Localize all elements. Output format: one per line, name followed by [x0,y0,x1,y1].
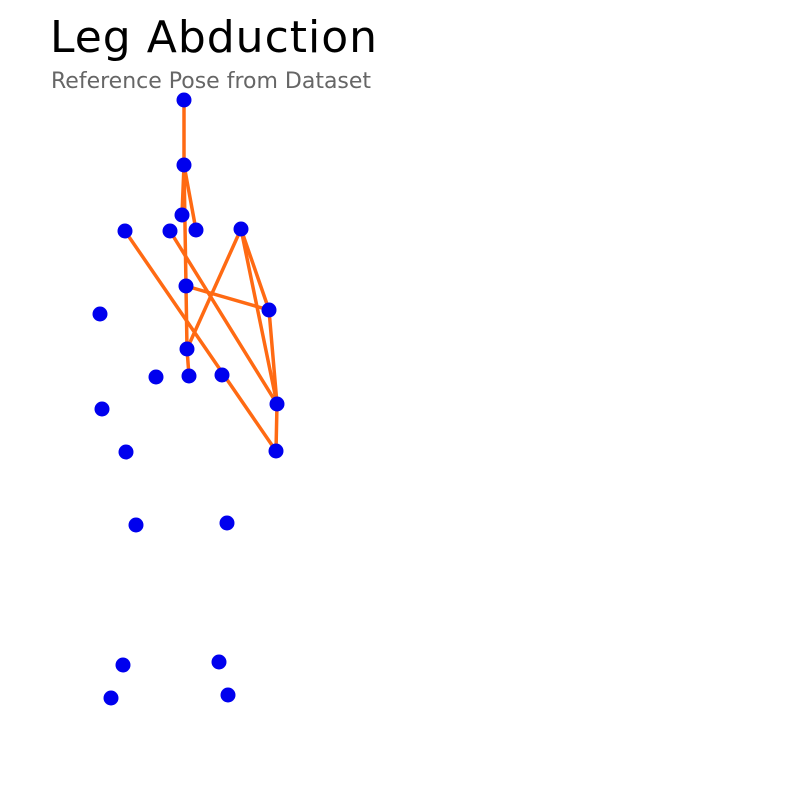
pose-joint [176,157,192,173]
pose-joint [178,278,194,294]
pose-joint [176,92,192,108]
pose-joint [269,396,285,412]
pose-joint [174,207,190,223]
pose-bone [267,308,279,406]
pose-joint [214,367,230,383]
pose-bone [239,227,279,406]
pose-joint [103,690,119,706]
pose-joint [179,341,195,357]
pose-joint [261,302,277,318]
pose-joint [268,443,284,459]
pose-joint [181,368,197,384]
page-subtitle: Reference Pose from Dataset [51,69,372,94]
pose-bone [168,229,279,406]
pose-joint [211,654,227,670]
pose-joint [92,306,108,322]
joints-layer [92,92,285,706]
pose-bone [239,227,271,312]
pose-joint [148,369,164,385]
pose-joint [94,401,110,417]
pose-bone [182,163,198,232]
bones-layer [123,98,279,453]
page-title: Leg Abduction [50,12,379,63]
pose-joint [115,657,131,673]
pose-bone [274,402,279,453]
pose-joint [118,444,134,460]
pose-bone [185,227,243,351]
pose-bone [182,163,188,288]
pose-joint [162,223,178,239]
pose-bone [123,229,278,453]
pose-joint [188,222,204,238]
pose-joint [220,687,236,703]
pose-bone [184,284,189,351]
pose-joint [233,221,249,237]
pose-joint [117,223,133,239]
pose-joint [219,515,235,531]
pose-joint [128,517,144,533]
